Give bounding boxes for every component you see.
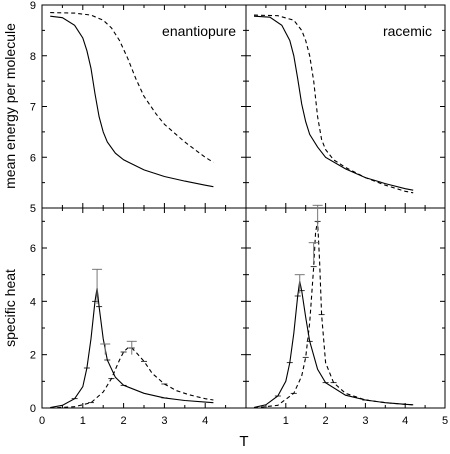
series-line-solid — [253, 15, 414, 191]
series-line-solid — [50, 287, 214, 409]
y-tick-label: 4 — [30, 296, 36, 308]
series-line-dashed — [50, 12, 214, 163]
panel-frame — [41, 207, 247, 409]
x-tick-label: 2 — [121, 415, 127, 427]
panel-bottom-left: 0 2 4 6 0 1 2 3 4 — [30, 207, 247, 427]
ticks-layer: 1 2 3 4 5 — [245, 208, 448, 427]
y-axis-label-mean-energy: mean energy per molecule — [2, 23, 18, 189]
y-tick-label: 8 — [30, 51, 36, 63]
y-tick-label: 6 — [30, 152, 36, 164]
x-tick-label: 3 — [362, 415, 368, 427]
panel-frame — [245, 207, 446, 409]
y-tick-label: 7 — [30, 102, 36, 114]
series-layer — [253, 220, 414, 409]
series-layer — [50, 12, 214, 188]
panel-top-left: 5 6 7 8 9 enantiopure — [30, 0, 247, 215]
y-tick-label: 0 — [30, 403, 36, 415]
series-line-solid — [253, 281, 414, 409]
x-tick-label: 5 — [442, 415, 448, 427]
x-tick-label: 1 — [80, 415, 86, 427]
ticks-layer: 5 6 7 8 9 — [30, 0, 247, 215]
y-tick-label: 9 — [30, 0, 36, 12]
error-bar-layer — [294, 204, 323, 294]
ticks-layer: 0 2 4 6 0 1 2 3 4 — [30, 208, 247, 427]
panel-label-racemic: racemic — [383, 23, 432, 39]
panel-bottom-right: 1 2 3 4 5 — [245, 204, 448, 427]
x-tick-label: 3 — [161, 415, 167, 427]
x-tick-label: 4 — [202, 415, 208, 427]
series-layer — [253, 14, 414, 194]
y-axis-label-specific-heat: specific heat — [2, 269, 18, 347]
y-tick-label: 2 — [30, 350, 36, 362]
y-tick-label: 5 — [30, 203, 36, 215]
series-line-dashed — [253, 14, 414, 194]
error-bar-layer — [92, 268, 137, 355]
series-line-solid — [50, 15, 214, 188]
x-tick-label: 0 — [39, 415, 45, 427]
x-tick-label: 2 — [323, 415, 329, 427]
x-axis-label: T — [239, 433, 248, 450]
x-tick-label: 1 — [283, 415, 289, 427]
panel-top-right: racemic — [245, 4, 446, 209]
series-line-dashed — [253, 221, 414, 409]
x-tick-label: 4 — [402, 415, 408, 427]
panel-label-enantiopure: enantiopure — [162, 23, 236, 39]
y-tick-label: 6 — [30, 243, 36, 255]
